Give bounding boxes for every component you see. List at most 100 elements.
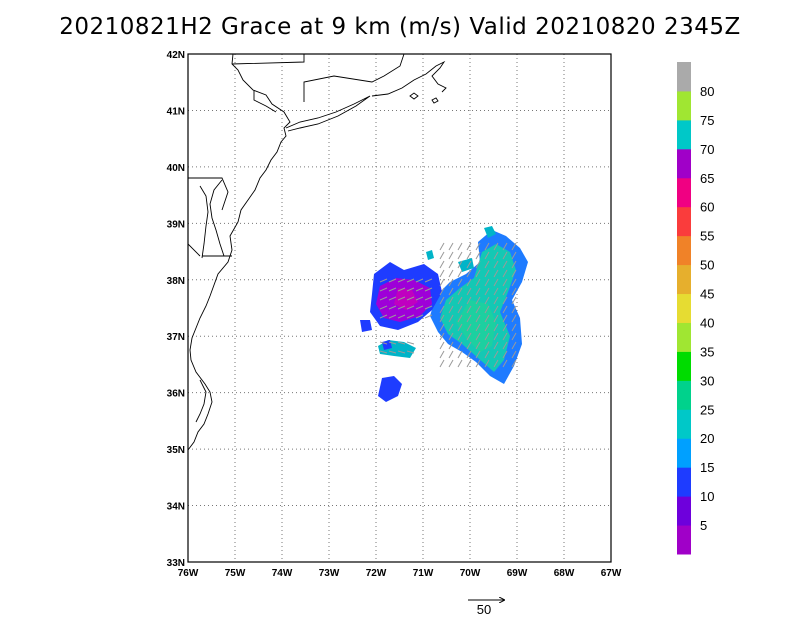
wind-vector xyxy=(493,350,499,359)
wind-vector xyxy=(406,278,415,283)
lon-tick-label: 76W xyxy=(178,568,199,579)
wind-vector xyxy=(484,242,490,251)
wind-vector xyxy=(466,350,472,359)
wind-vector xyxy=(502,323,508,332)
lat-tick-label: 33N xyxy=(167,558,185,569)
colorbar-label: 80 xyxy=(700,84,714,99)
wind-vector xyxy=(448,242,454,251)
wind-vector xyxy=(388,341,397,345)
reference-vector: 50 xyxy=(468,600,504,617)
wind-vector xyxy=(448,287,454,296)
wind-vector xyxy=(502,251,508,260)
wind-vector xyxy=(415,287,424,292)
wind-vector xyxy=(457,251,463,260)
wind-vector xyxy=(448,341,454,350)
wind-vector xyxy=(511,341,517,350)
wind-vectors xyxy=(379,242,517,368)
latitude-labels: 33N 34N 35N 36N 37N 38N 39N 40N 41N 42N xyxy=(167,50,185,569)
reference-vector-label: 50 xyxy=(477,602,491,617)
wind-vector xyxy=(379,305,388,310)
wind-vector xyxy=(406,350,415,354)
wind-vector xyxy=(457,287,463,296)
colorbar-label: 60 xyxy=(700,200,714,215)
wind-vector xyxy=(466,323,472,332)
wind-vector xyxy=(379,341,388,345)
wind-vector xyxy=(388,350,397,354)
wind-vector xyxy=(406,287,415,292)
colorbar-segment xyxy=(677,293,691,323)
wind-vector xyxy=(379,278,388,283)
lon-tick-label: 71W xyxy=(413,568,434,579)
wind-vector xyxy=(415,305,424,310)
colorbar-label: 65 xyxy=(700,171,714,186)
colorbar-segment xyxy=(677,206,691,237)
wind-vector xyxy=(484,269,490,278)
wind-vector xyxy=(502,305,508,314)
wind-vector xyxy=(457,242,463,251)
wind-vector xyxy=(493,359,499,368)
wind-vector xyxy=(484,323,490,332)
wind-vector xyxy=(448,251,454,260)
wind-vector xyxy=(484,341,490,350)
colorbar-segment xyxy=(677,496,691,526)
wind-vector xyxy=(457,260,463,269)
wind-vector xyxy=(457,332,463,341)
wind-vector xyxy=(466,359,472,368)
wind-vector xyxy=(466,242,472,251)
wind-vector xyxy=(475,251,481,260)
longitude-labels: 76W 75W 74W 73W 72W 71W 70W 69W 68W 67W xyxy=(178,568,622,579)
wind-vector xyxy=(466,314,472,323)
wind-vector xyxy=(466,341,472,350)
wind-vector xyxy=(397,305,406,310)
wind-vector xyxy=(493,341,499,350)
wind-vector xyxy=(424,278,433,283)
wind-vector xyxy=(439,323,445,332)
wind-vector xyxy=(484,305,490,314)
lat-tick-label: 37N xyxy=(167,332,185,343)
wind-vector xyxy=(484,287,490,296)
wind-vector xyxy=(439,332,445,341)
wind-vector xyxy=(397,314,406,319)
wind-vector xyxy=(493,314,499,323)
wind-vector xyxy=(439,314,445,323)
colorbar-label: 5 xyxy=(700,518,707,533)
wind-vector xyxy=(415,296,424,301)
colorbar-segment xyxy=(677,438,691,468)
colorbar-label: 35 xyxy=(700,344,714,359)
wind-vector xyxy=(493,323,499,332)
wind-vector xyxy=(484,350,490,359)
wind-vector xyxy=(475,350,481,359)
wind-vector xyxy=(397,278,406,283)
lat-tick-label: 40N xyxy=(167,163,185,174)
lat-tick-label: 36N xyxy=(167,389,185,400)
wind-vector xyxy=(475,260,481,269)
wind-vector xyxy=(466,287,472,296)
wind-vector xyxy=(511,350,517,359)
wind-vector xyxy=(502,260,508,269)
wind-vector xyxy=(502,314,508,323)
wind-vector xyxy=(448,314,454,323)
wind-vector xyxy=(493,251,499,260)
wind-vector xyxy=(484,332,490,341)
colorbar-label: 30 xyxy=(700,373,714,388)
wind-vector xyxy=(493,296,499,305)
lat-tick-label: 42N xyxy=(167,50,185,61)
lon-tick-label: 74W xyxy=(272,568,293,579)
colorbar-segment xyxy=(677,62,691,92)
lat-lon-grid xyxy=(188,54,611,562)
colorbar-label: 45 xyxy=(700,287,714,302)
lat-tick-label: 41N xyxy=(167,106,185,117)
wind-vector xyxy=(457,359,463,368)
colorbar: 5 10 15 20 25 30 35 40 45 50 55 60 65 70 75 80 xyxy=(677,62,714,555)
wind-vector xyxy=(424,314,433,319)
wind-vector xyxy=(493,278,499,287)
wind-vector xyxy=(415,314,424,319)
wind-vector xyxy=(388,296,397,301)
wind-vector xyxy=(484,359,490,368)
map-title: 20210821H2 Grace at 9 km (m/s) Valid 202… xyxy=(59,14,741,40)
colorbar-label: 15 xyxy=(700,460,714,475)
map-frame xyxy=(187,53,612,563)
wind-vector xyxy=(511,296,517,305)
wind-vector xyxy=(466,332,472,341)
